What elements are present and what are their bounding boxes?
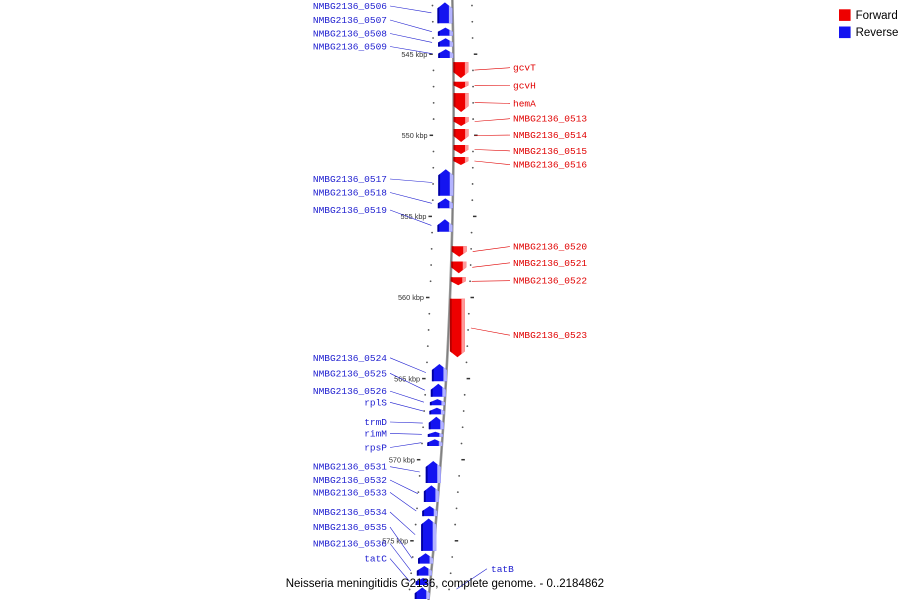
svg-text:NMBG2136_0535: NMBG2136_0535	[313, 522, 387, 533]
svg-text:NMBG2136_0516: NMBG2136_0516	[513, 160, 587, 171]
svg-text:550 kbp: 550 kbp	[402, 131, 428, 140]
svg-text:NMBG2136_0525: NMBG2136_0525	[313, 368, 387, 379]
svg-text:NMBG2136_0517: NMBG2136_0517	[313, 174, 387, 185]
svg-text:rpsP: rpsP	[364, 443, 387, 454]
svg-text:NMBG2136_0523: NMBG2136_0523	[513, 330, 587, 341]
svg-text:NMBG2136_0524: NMBG2136_0524	[313, 353, 387, 364]
svg-text:NMBG2136_0518: NMBG2136_0518	[313, 188, 387, 199]
svg-text:NMBG2136_0514: NMBG2136_0514	[513, 130, 587, 141]
svg-text:NMBG2136_0533: NMBG2136_0533	[313, 487, 387, 498]
svg-text:NMBG2136_0509: NMBG2136_0509	[313, 42, 387, 53]
svg-text:570 kbp: 570 kbp	[389, 455, 415, 464]
svg-text:NMBG2136_0532: NMBG2136_0532	[313, 475, 387, 486]
svg-text:tatB: tatB	[491, 564, 514, 575]
svg-text:NMBG2136_0508: NMBG2136_0508	[313, 29, 387, 40]
svg-text:Neisseria meningitidis G2136,: Neisseria meningitidis G2136, complete g…	[286, 578, 604, 590]
svg-text:NMBG2136_0519: NMBG2136_0519	[313, 205, 387, 216]
svg-text:NMBG2136_0536: NMBG2136_0536	[313, 539, 387, 550]
svg-text:Forward: Forward	[856, 10, 898, 22]
svg-text:Reverse: Reverse	[856, 27, 899, 39]
svg-text:NMBG2136_0521: NMBG2136_0521	[513, 258, 587, 269]
svg-text:NMBG2136_0507: NMBG2136_0507	[313, 15, 387, 26]
svg-text:555 kbp: 555 kbp	[401, 212, 427, 221]
svg-text:NMBG2136_0526: NMBG2136_0526	[313, 386, 387, 397]
svg-text:NMBG2136_0520: NMBG2136_0520	[513, 242, 587, 253]
svg-text:565 kbp: 565 kbp	[394, 374, 420, 383]
svg-text:NMBG2136_0534: NMBG2136_0534	[313, 507, 387, 518]
svg-text:560 kbp: 560 kbp	[398, 293, 424, 302]
svg-text:rplS: rplS	[364, 397, 387, 408]
svg-text:NMBG2136_0522: NMBG2136_0522	[513, 276, 587, 287]
svg-text:NMBG2136_0515: NMBG2136_0515	[513, 146, 587, 157]
svg-text:hemA: hemA	[513, 98, 536, 109]
svg-text:tatC: tatC	[364, 554, 387, 565]
svg-text:NMBG2136_0531: NMBG2136_0531	[313, 462, 387, 473]
svg-text:gcvH: gcvH	[513, 81, 536, 92]
svg-text:NMBG2136_0513: NMBG2136_0513	[513, 114, 587, 125]
svg-text:trmD: trmD	[364, 417, 387, 428]
svg-text:NMBG2136_0506: NMBG2136_0506	[313, 1, 387, 12]
svg-text:gcvT: gcvT	[513, 63, 536, 74]
svg-text:rimM: rimM	[364, 428, 387, 439]
svg-text:545 kbp: 545 kbp	[401, 50, 427, 59]
